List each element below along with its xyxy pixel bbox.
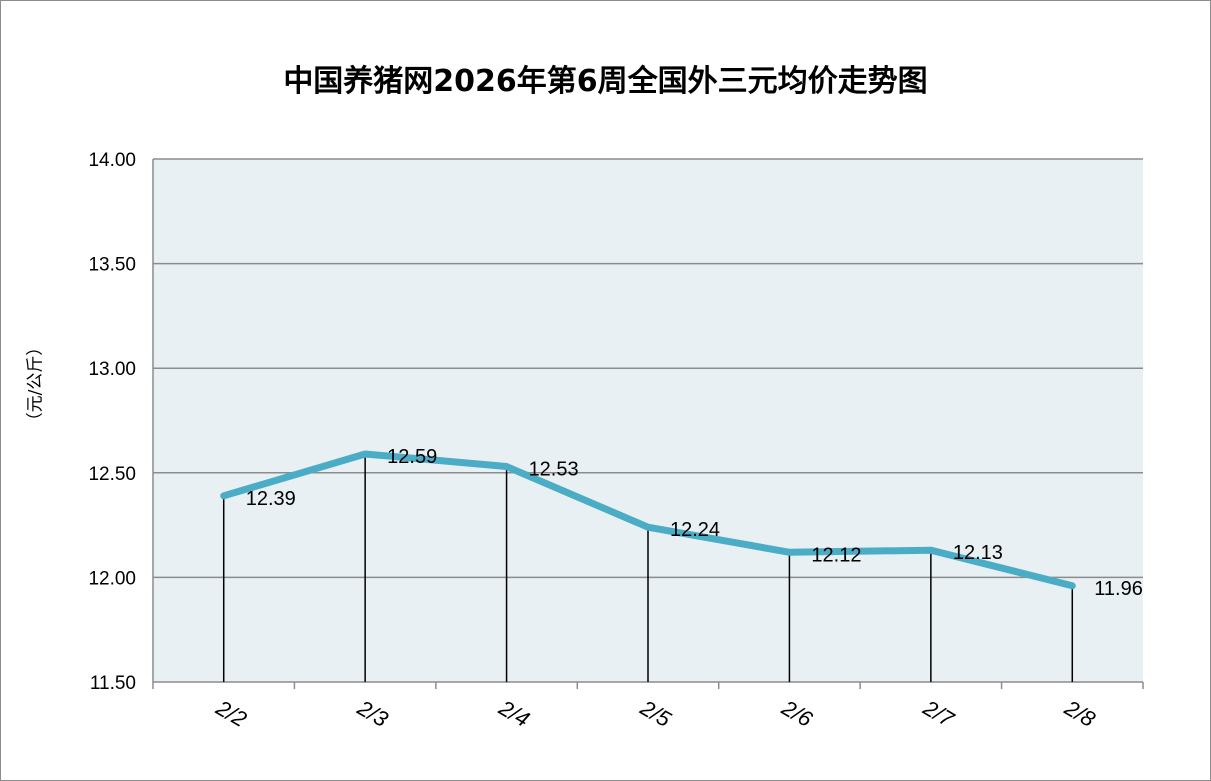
grid-lines [153,158,1143,579]
x-tick-label: 2/7 [918,695,959,733]
data-label: 11.96 [1094,578,1143,600]
data-point [927,547,934,554]
chart-title: 中国养猪网2026年第6周全国外三元均价走势图 [283,64,928,99]
x-tick-label: 2/2 [211,695,251,732]
x-tick-label: 2/5 [635,695,676,733]
data-point [362,450,369,457]
x-tick-labels: 2/2 2/3 2/4 2/5 2/6 2/7 2/8 [211,695,1100,733]
data-label: 12.53 [529,459,579,481]
y-tick-labels: 11.50 12.00 12.50 13.00 13.50 14.00 [88,150,136,694]
drop-lines [222,453,1074,682]
data-label: 12.59 [387,446,437,468]
x-tick-label: 2/8 [1060,695,1101,733]
data-point [1069,582,1076,589]
x-tick-label: 2/6 [777,695,818,733]
x-tick-label: 2/3 [353,695,394,733]
x-tick-label: 2/4 [494,695,534,732]
data-point [503,463,510,470]
y-tick-label: 11.50 [90,673,136,694]
data-label: 12.39 [246,488,296,510]
data-label: 12.13 [953,542,1003,564]
data-labels: 12.39 12.59 12.53 12.24 12.12 12.13 11.96 [246,446,1143,600]
y-tick-label: 14.00 [88,150,136,171]
data-point [220,492,227,499]
y-tick-label: 12.00 [88,568,136,589]
data-label: 12.24 [670,519,720,541]
y-tick-label: 12.50 [88,464,136,485]
y-tick-label: 13.50 [88,255,136,276]
series-line-group [220,450,1076,590]
y-tick-label: 13.00 [88,359,136,380]
data-point [645,524,651,531]
data-point [786,549,793,556]
data-label: 12.12 [811,544,861,566]
